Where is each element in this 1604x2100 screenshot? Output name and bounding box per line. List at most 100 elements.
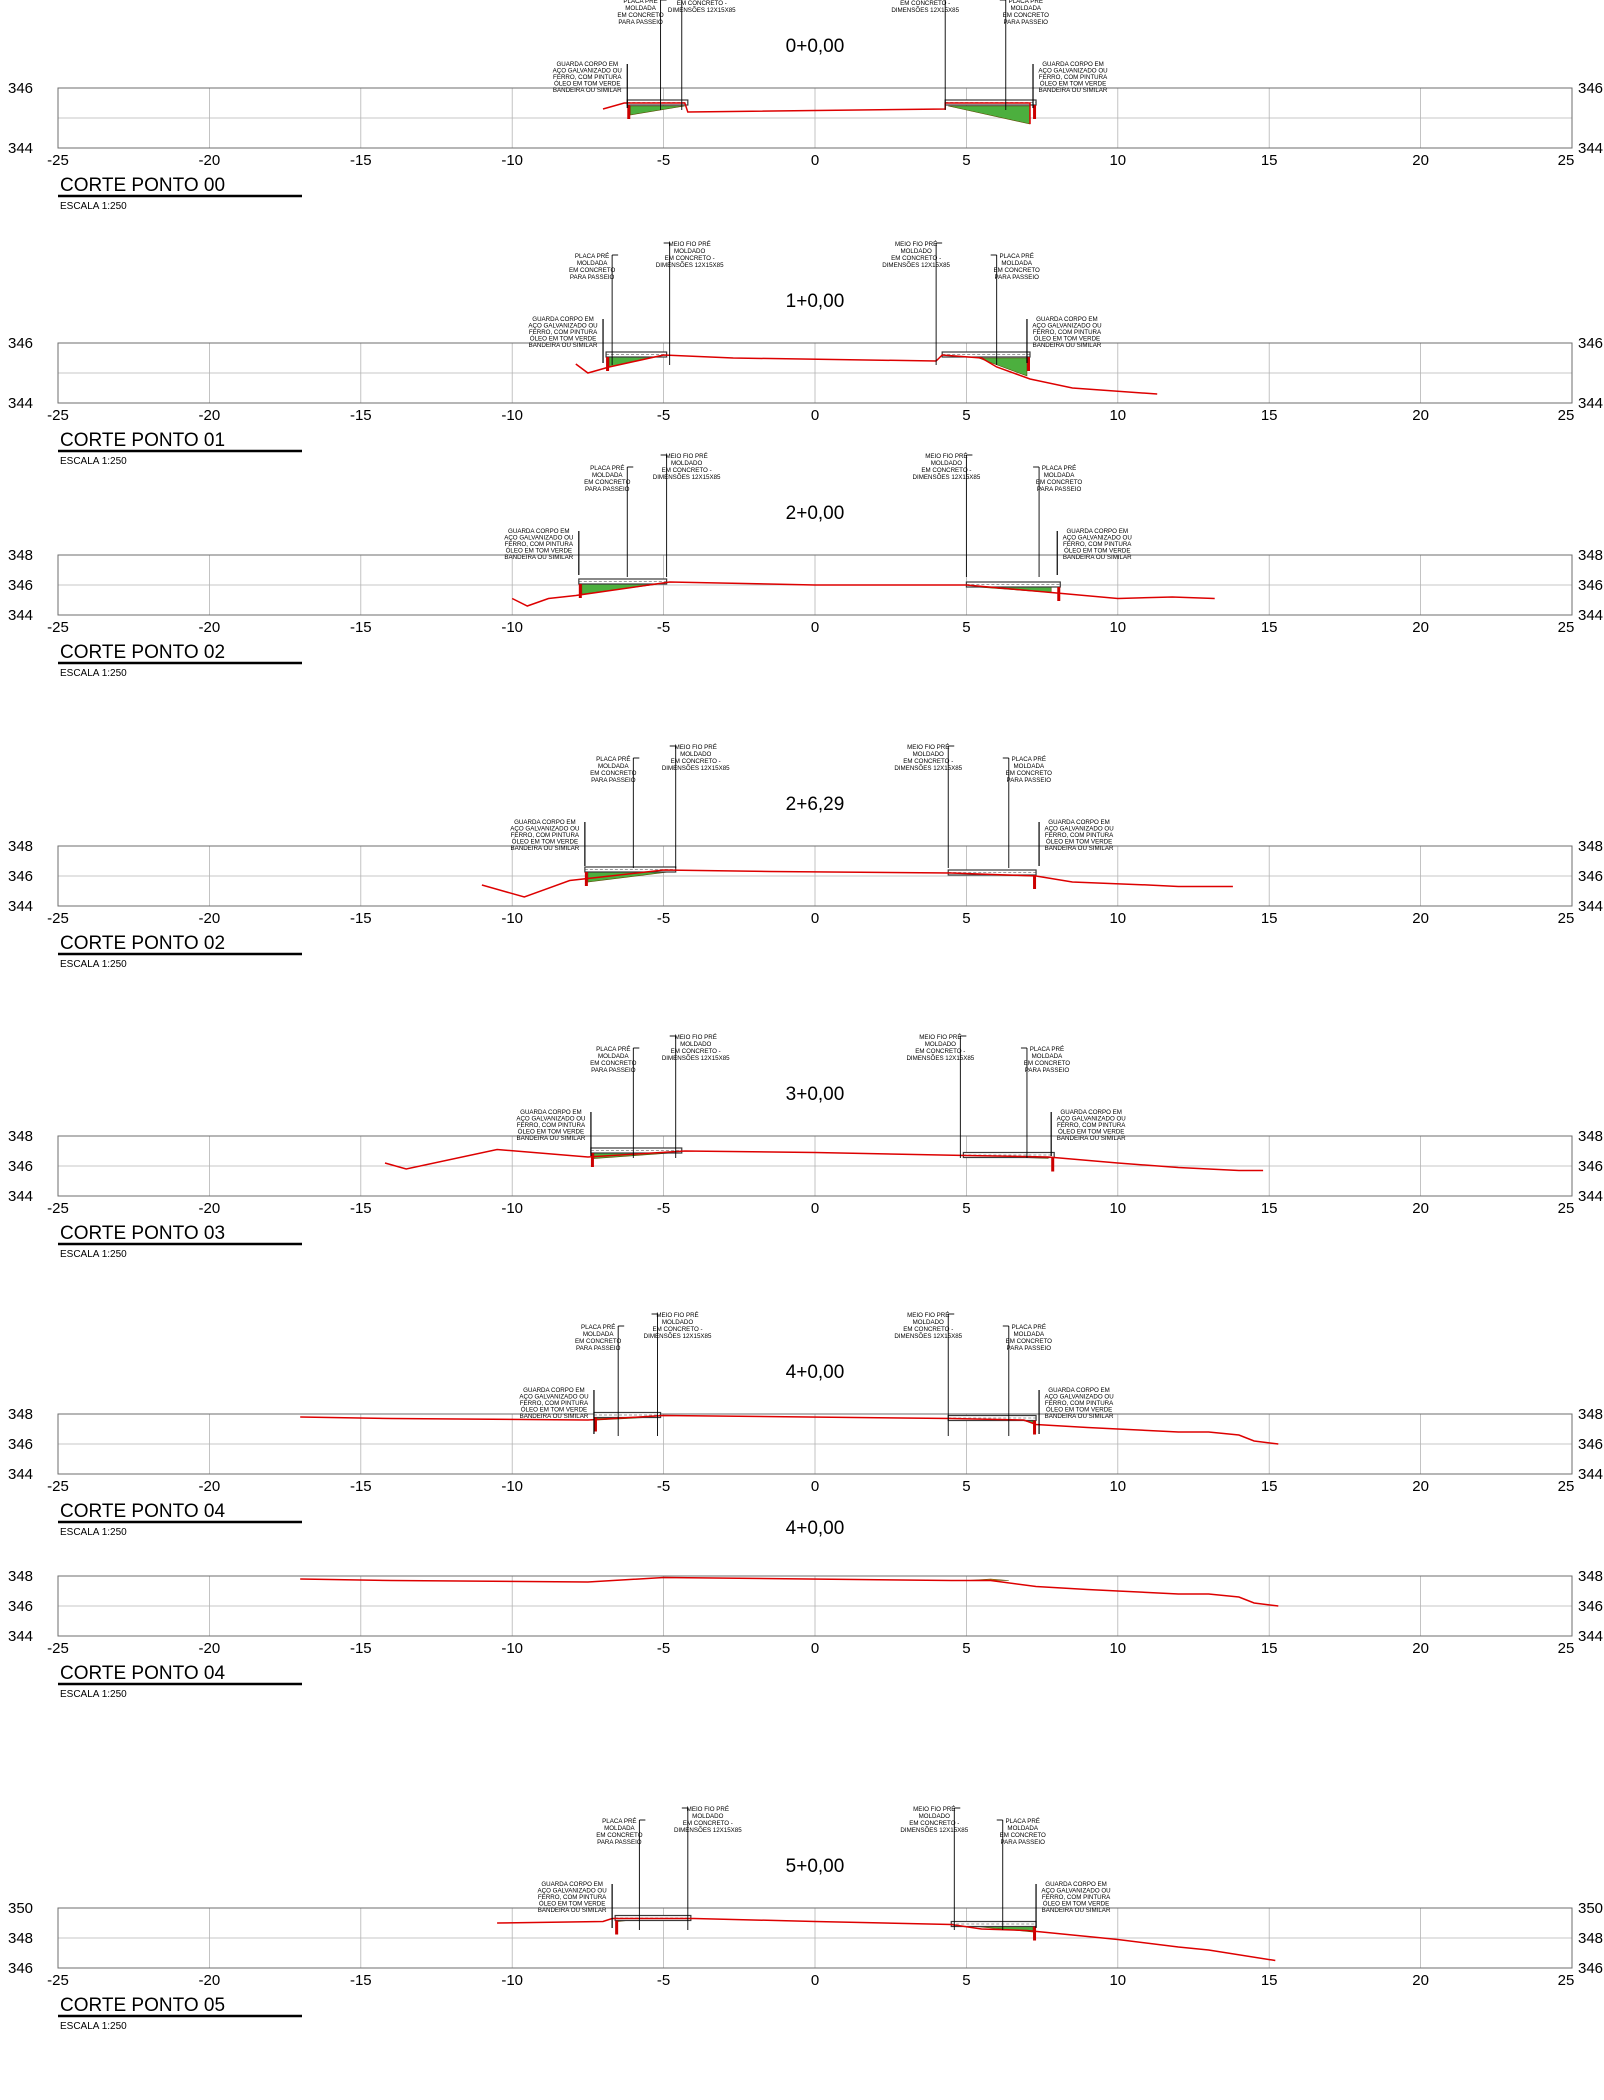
guarda-right-text: AÇO GALVANIZADO OU <box>1057 1116 1126 1123</box>
section-6: -25 -20 -15 -10 -5 0 5 10 15 20 25 348 348 346 346 344 3… <box>8 1518 1603 1700</box>
x-tick-label: -25 <box>47 1478 69 1495</box>
curb-mark <box>593 1417 597 1432</box>
station-label: 2+0,00 <box>786 503 845 524</box>
terrain-profile <box>511 581 1215 607</box>
meio-fio-left-text: EM CONCRETO - <box>665 255 715 262</box>
section-title: CORTE PONTO 03 <box>60 1223 225 1244</box>
placa-right-text: MOLDADA <box>1044 472 1075 479</box>
guarda-right-text: ÓLEO EM TOM VERDE <box>1046 839 1112 846</box>
meio-fio-right-text: MOLDADO <box>913 751 944 758</box>
placa-right-text: PARA PASSEIO <box>1004 19 1049 26</box>
placa-right-text: PLACA PRÉ <box>1012 756 1046 763</box>
guarda-left-text: GUARDA CORPO EM <box>508 528 570 535</box>
station-label: 4+0,00 <box>786 1362 845 1383</box>
guarda-right-text: GUARDA CORPO EM <box>1048 819 1110 826</box>
guarda-right-text: AÇO GALVANIZADO OU <box>1044 1394 1113 1401</box>
x-tick-label: -20 <box>199 619 221 636</box>
placa-right-text: EM CONCRETO <box>1006 770 1052 777</box>
meio-fio-right-text: MOLDADO <box>925 1041 956 1048</box>
meio-fio-left-text: EM CONCRETO - <box>671 758 721 765</box>
guarda-right-text: ÓLEO EM TOM VERDE <box>1064 548 1130 555</box>
y-tick-label: 348 <box>8 838 33 855</box>
placa-left-text: MOLDADA <box>625 5 656 12</box>
guarda-left-text: BANDEIRA OU SIMILAR <box>538 1907 607 1914</box>
section-0: -25 -20 -15 -10 -5 0 5 10 15 20 25 346 346 344 344 0+0,… <box>8 0 1603 212</box>
section-1: -25 -20 -15 -10 -5 0 5 10 15 20 25 346 346 344 344 1+0,… <box>8 241 1603 467</box>
y-tick-label-right: 346 <box>1578 80 1603 97</box>
placa-left-text: PARA PASSEIO <box>576 1345 621 1352</box>
y-tick-label-right: 344 <box>1578 1188 1603 1205</box>
y-tick-label: 344 <box>8 140 33 157</box>
x-tick-label: -20 <box>199 1640 221 1657</box>
x-tick-label: 10 <box>1109 1478 1126 1495</box>
meio-fio-left-text: MEIO FIO PRÉ <box>669 241 711 248</box>
y-tick-label-right: 346 <box>1578 868 1603 885</box>
placa-right-text: PLACA PRÉ <box>1006 1818 1040 1825</box>
x-tick-label: -20 <box>199 1972 221 1989</box>
x-tick-label: -25 <box>47 152 69 169</box>
placa-right-text: EM CONCRETO <box>1024 1060 1070 1067</box>
guarda-right-text: FERRO, COM PINTURA <box>1045 832 1114 839</box>
guarda-right-text: GUARDA CORPO EM <box>1048 1387 1110 1394</box>
station-label: 2+6,29 <box>786 794 845 815</box>
x-tick-label: 0 <box>811 152 819 169</box>
section-title: CORTE PONTO 04 <box>60 1663 225 1684</box>
fill-area <box>629 105 685 116</box>
placa-left-text: EM CONCRETO <box>590 770 636 777</box>
meio-fio-left-text: MOLDADO <box>680 751 711 758</box>
y-tick-label-right: 348 <box>1578 1128 1603 1145</box>
curb-mark <box>1051 1157 1055 1172</box>
x-tick-label: -25 <box>47 619 69 636</box>
x-tick-label: -5 <box>657 1640 670 1657</box>
y-tick-label-right: 346 <box>1578 1158 1603 1175</box>
x-tick-label: 25 <box>1558 1972 1575 1989</box>
x-tick-label: -20 <box>199 407 221 424</box>
section-title: CORTE PONTO 01 <box>60 430 225 451</box>
station-label: 3+0,00 <box>786 1084 845 1105</box>
x-tick-label: 5 <box>962 1200 970 1217</box>
guarda-left-text: GUARDA CORPO EM <box>514 819 576 826</box>
guarda-left-text: BANDEIRA OU SIMILAR <box>520 1413 589 1420</box>
meio-fio-left-text: DIMENSÕES 12X15X85 <box>662 765 730 772</box>
section-scale: ESCALA 1:250 <box>60 2021 127 2032</box>
placa-right-text: PARA PASSEIO <box>1000 1839 1045 1846</box>
x-tick-label: -15 <box>350 152 372 169</box>
fill-area <box>978 357 1028 377</box>
placa-right-text: PARA PASSEIO <box>1007 777 1052 784</box>
x-tick-label: -25 <box>47 1200 69 1217</box>
placa-right-text: EM CONCRETO <box>1003 12 1049 19</box>
meio-fio-right-text: DIMENSÕES 12X15X85 <box>894 765 962 772</box>
y-tick-label: 348 <box>8 547 33 564</box>
x-tick-label: -20 <box>199 910 221 927</box>
guarda-left-text: AÇO GALVANIZADO OU <box>504 535 573 542</box>
x-tick-label: 15 <box>1261 152 1278 169</box>
meio-fio-right-text: EM CONCRETO - <box>915 1048 965 1055</box>
placa-right-text: PLACA PRÉ <box>1030 1046 1064 1053</box>
meio-fio-left-text: EM CONCRETO - <box>671 1048 721 1055</box>
meio-fio-left-text: MOLDADO <box>674 248 705 255</box>
x-tick-label: 20 <box>1412 910 1429 927</box>
section-3: -25 -20 -15 -10 -5 0 5 10 15 20 25 348 348 346 346 344 3… <box>8 744 1603 970</box>
meio-fio-right-text: MOLDADO <box>931 460 962 467</box>
terrain-profile <box>300 1414 1279 1445</box>
placa-right-text: MOLDADA <box>1007 1825 1038 1832</box>
section-title: CORTE PONTO 04 <box>60 1501 225 1522</box>
meio-fio-left-text: EM CONCRETO - <box>677 0 727 7</box>
guarda-right-text: GUARDA CORPO EM <box>1066 528 1128 535</box>
meio-fio-left-text: EM CONCRETO - <box>683 1820 733 1827</box>
meio-fio-left-text: DIMENSÕES 12X15X85 <box>656 262 724 269</box>
guarda-left-text: FERRO, COM PINTURA <box>517 1122 586 1129</box>
section-scale: ESCALA 1:250 <box>60 1249 127 1260</box>
guarda-left-text: FERRO, COM PINTURA <box>505 541 574 548</box>
section-scale: ESCALA 1:250 <box>60 456 127 467</box>
section-title: CORTE PONTO 02 <box>60 933 225 954</box>
x-tick-label: 15 <box>1261 407 1278 424</box>
curb-mark <box>1057 587 1061 601</box>
meio-fio-left-text: MOLDADO <box>662 1319 693 1326</box>
x-tick-label: 20 <box>1412 1478 1429 1495</box>
x-tick-label: -10 <box>501 407 523 424</box>
x-tick-label: -20 <box>199 152 221 169</box>
placa-left-text: PLACA PRÉ <box>596 756 630 763</box>
placa-left-text: PARA PASSEIO <box>618 19 663 26</box>
